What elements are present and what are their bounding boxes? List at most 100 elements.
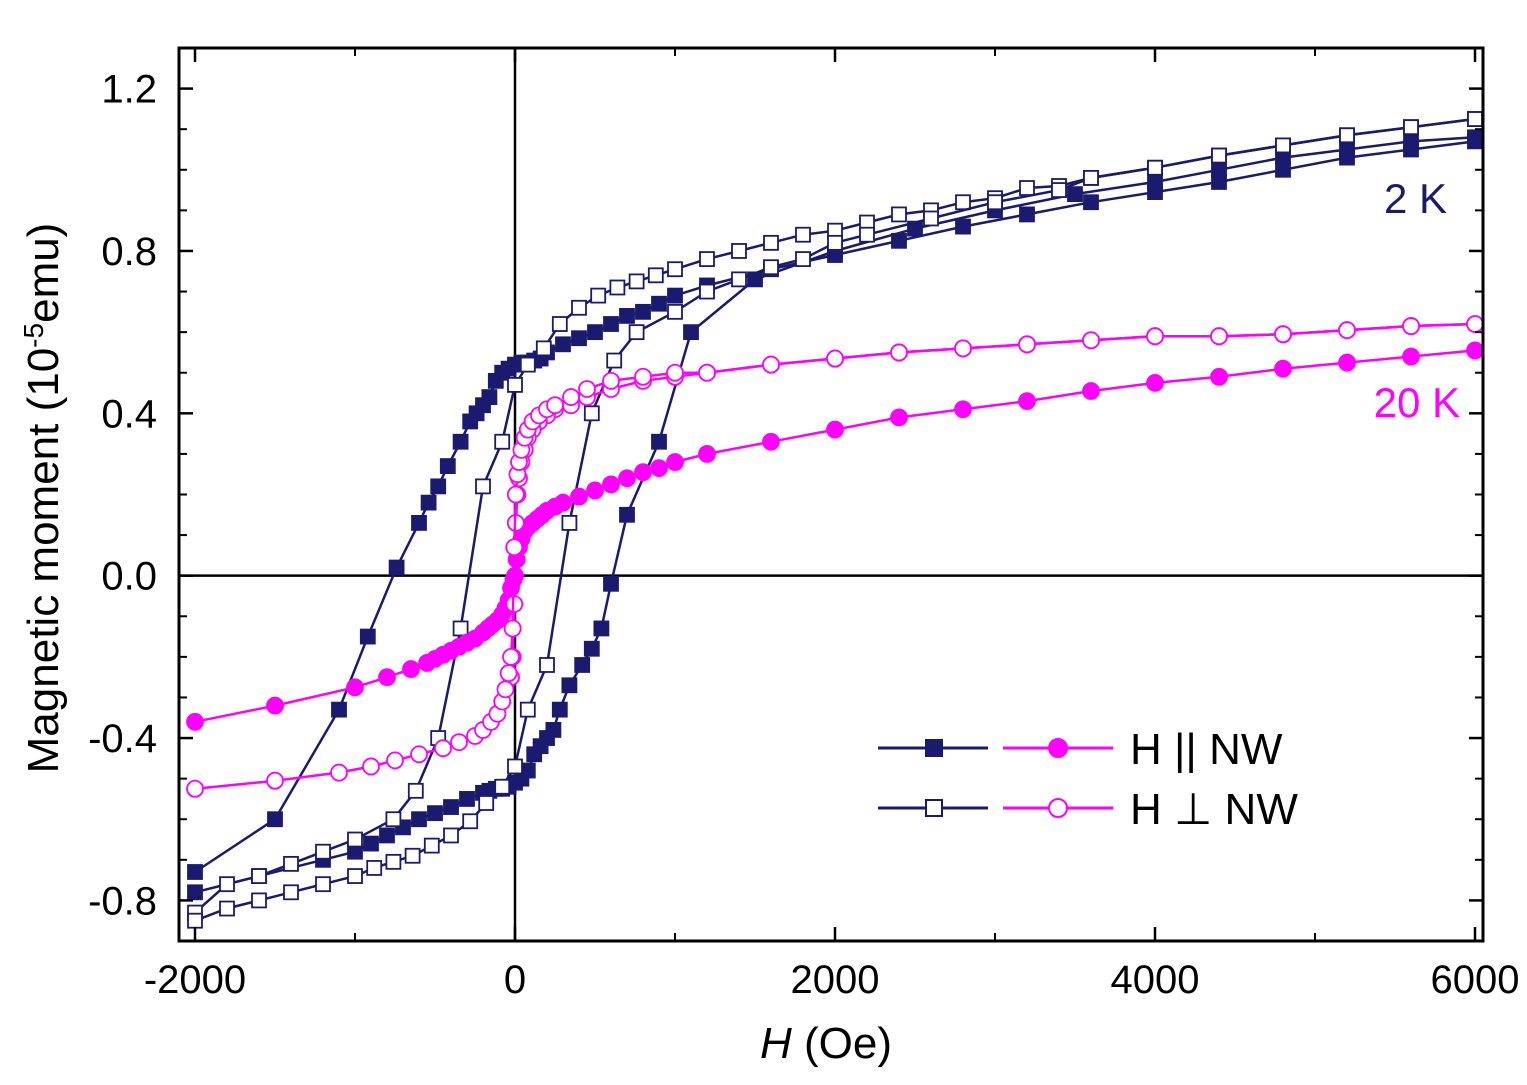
data-point — [388, 559, 405, 576]
data-point — [545, 722, 562, 738]
data-point — [731, 271, 747, 288]
legend-label-parallel: H || NW — [1130, 725, 1283, 774]
data-point — [890, 343, 908, 362]
data-point — [283, 884, 299, 901]
x-tick-label: -2000 — [144, 958, 246, 1002]
data-point — [379, 827, 395, 844]
series-20K-parallel — [186, 341, 1483, 731]
data-point — [890, 408, 908, 427]
x-tick-label: 4000 — [1111, 958, 1200, 1002]
data-point — [1211, 161, 1227, 178]
data-point — [402, 660, 420, 678]
data-point — [450, 733, 468, 752]
data-point — [1338, 321, 1356, 340]
data-point — [763, 259, 779, 276]
data-point — [186, 712, 204, 731]
data-point — [1018, 335, 1036, 354]
data-point — [891, 206, 907, 223]
data-point — [762, 355, 780, 374]
data-point — [347, 868, 363, 884]
data-point — [443, 799, 459, 815]
data-point — [667, 261, 683, 278]
data-point — [494, 433, 511, 450]
data-point — [1274, 359, 1292, 378]
data-point — [955, 194, 971, 211]
data-point — [1403, 119, 1419, 136]
data-point — [410, 745, 428, 764]
x-tick-label: 0 — [504, 958, 526, 1002]
data-point — [647, 267, 664, 284]
data-point — [762, 432, 780, 451]
data-point — [1275, 137, 1291, 154]
data-point — [562, 388, 580, 406]
data-point — [1067, 186, 1083, 203]
y-tick-label: 0.0 — [101, 555, 157, 599]
data-point — [606, 352, 623, 369]
annotation-2k: 2 K — [1384, 175, 1447, 222]
data-point — [570, 487, 588, 506]
data-point — [1467, 111, 1483, 127]
data-point — [619, 506, 635, 523]
data-point — [487, 372, 504, 389]
data-point — [507, 758, 523, 775]
data-point — [683, 324, 699, 341]
data-point — [923, 210, 939, 227]
data-point — [499, 664, 518, 682]
x-tick-label: 6000 — [1431, 958, 1520, 1002]
data-point — [561, 677, 578, 694]
data-point — [1082, 331, 1100, 350]
data-point — [651, 295, 667, 312]
y-axis-title: Magnetic moment (10-5emu) — [18, 223, 69, 774]
data-point — [891, 232, 907, 249]
data-point — [586, 481, 604, 500]
data-point — [650, 459, 668, 478]
data-point — [386, 751, 404, 770]
data-point — [519, 701, 536, 718]
y-tick-label: 0.4 — [101, 392, 157, 436]
data-point — [1274, 325, 1292, 344]
data-point — [1338, 353, 1356, 372]
data-point — [1339, 141, 1355, 158]
data-point — [571, 299, 587, 316]
data-point — [475, 478, 491, 495]
data-point — [578, 380, 596, 398]
data-point — [462, 813, 479, 830]
series-20K-perpendicular-ascending — [186, 315, 1483, 798]
data-point — [1339, 127, 1355, 144]
data-point — [506, 485, 525, 504]
data-point — [1019, 180, 1035, 196]
series-2K-parallel-ascending — [187, 129, 1483, 901]
data-point — [1051, 182, 1067, 198]
legend-marker-parallel-20k — [1048, 738, 1068, 758]
legend-label-perpendicular: H ⊥ NW — [1130, 785, 1298, 834]
y-tick-label: 1.2 — [101, 68, 157, 112]
data-point — [420, 494, 437, 511]
data-point — [505, 538, 524, 557]
data-point — [1147, 159, 1163, 176]
data-point — [699, 251, 715, 267]
data-point — [554, 493, 572, 512]
data-point — [219, 876, 235, 893]
series-line — [509, 322, 1476, 678]
data-point — [283, 855, 299, 872]
data-point — [219, 900, 235, 917]
data-point — [443, 827, 459, 844]
data-point — [555, 336, 571, 353]
data-point — [826, 420, 844, 439]
data-point — [1211, 147, 1227, 164]
data-point — [385, 853, 402, 870]
legend-marker-perp-20k — [1048, 798, 1068, 818]
data-point — [587, 324, 603, 341]
data-point — [434, 739, 452, 758]
data-point — [698, 445, 716, 463]
data-point — [603, 575, 619, 592]
data-point — [496, 680, 515, 699]
data-point — [315, 876, 331, 893]
data-point — [359, 628, 376, 645]
data-point — [346, 678, 364, 697]
data-point — [1466, 341, 1483, 360]
data-point — [551, 316, 568, 332]
data-point — [954, 400, 972, 419]
data-point — [1403, 133, 1419, 150]
data-point — [251, 892, 267, 909]
